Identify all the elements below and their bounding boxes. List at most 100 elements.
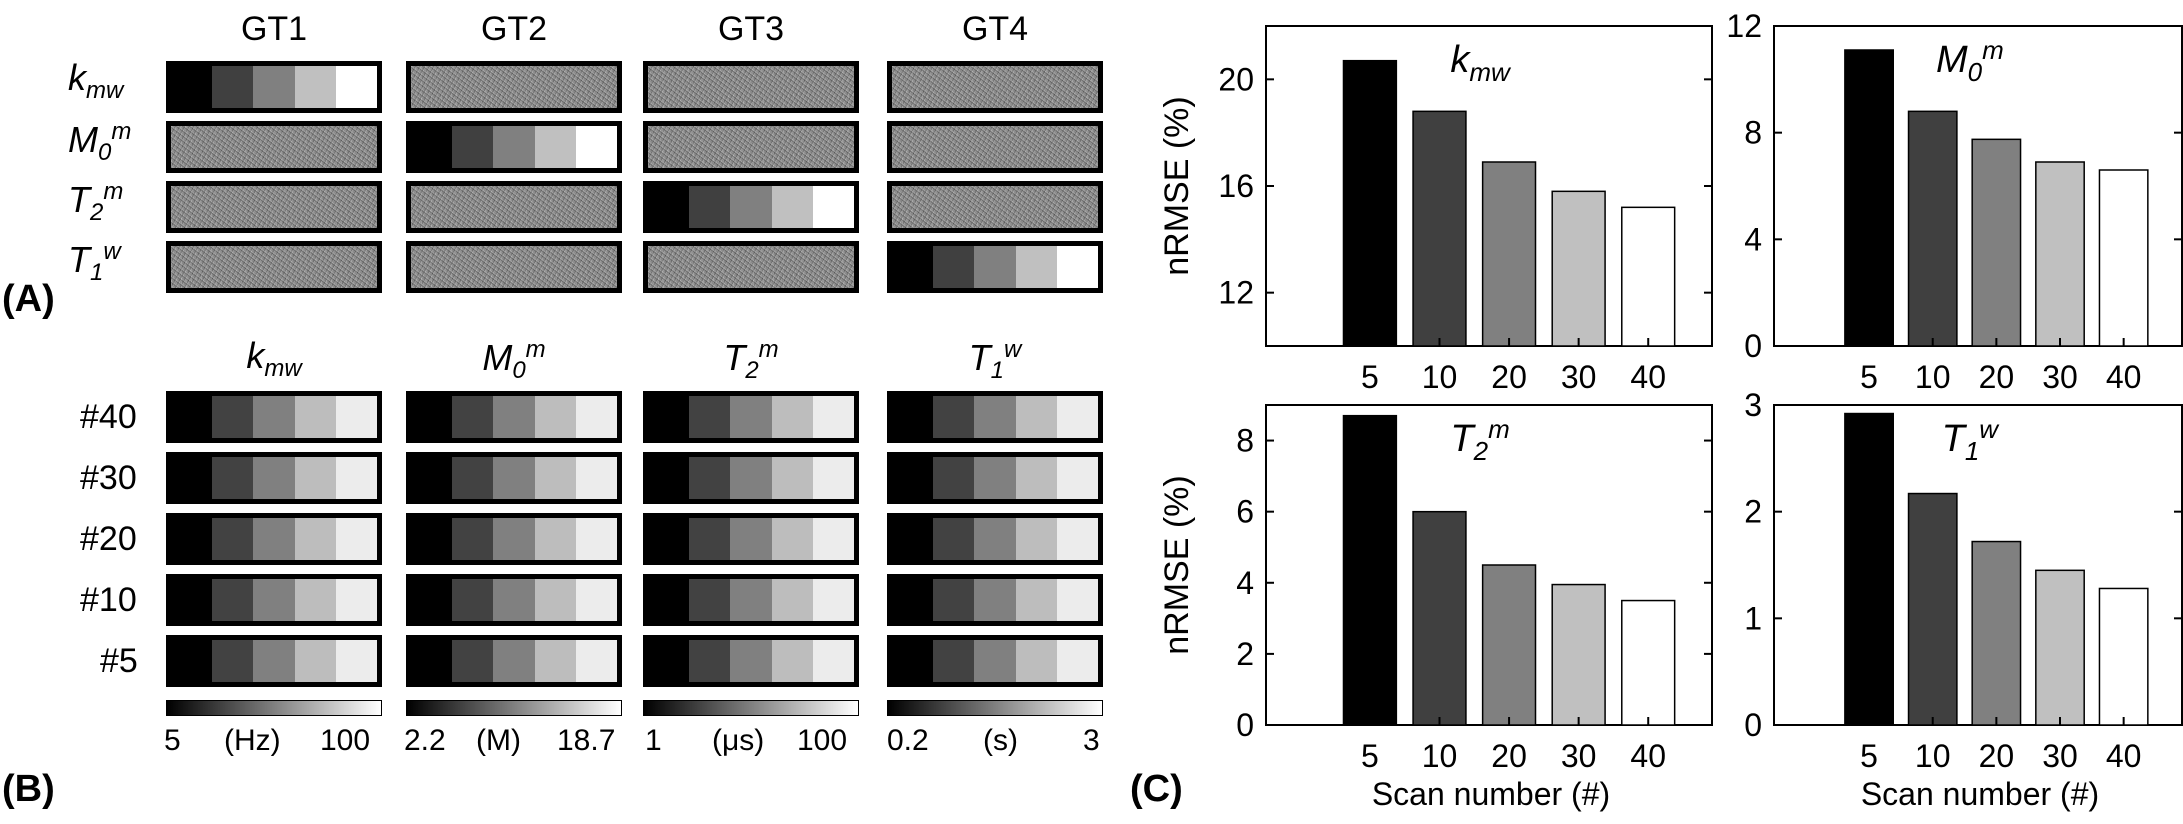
chart-1-xtick-label-20: 20 [1979, 359, 2015, 395]
estimated-map-r0-c1 [406, 391, 622, 443]
chart-2-bar-20 [1481, 564, 1537, 726]
chart-2-ytick-label-3: 6 [1236, 494, 1254, 530]
row-label-m0m: M0m [68, 118, 132, 167]
chart-3-ytick-label-3: 3 [1744, 387, 1762, 423]
chart-1-bar-40 [2098, 169, 2149, 347]
chart-0-bar-10 [1412, 110, 1467, 347]
gt1-header: GT1 [240, 10, 308, 48]
chart-2-ytick-label-1: 2 [1236, 636, 1254, 672]
colorbar-t1w [887, 700, 1103, 716]
chart-0-xtick-label-30: 30 [1561, 359, 1597, 395]
gt4-map-3 [887, 241, 1103, 293]
gt4-map-0 [887, 61, 1103, 113]
gt4-map-2 [887, 181, 1103, 233]
chart-2-xtick-label-30: 30 [1561, 738, 1597, 774]
chart-0-ytick-label-0: 12 [1218, 275, 1254, 311]
kmw-header: kmw [246, 335, 302, 383]
chart-3-ytick-label-1: 1 [1744, 600, 1762, 636]
m0m-header: M0m [482, 336, 546, 385]
chart-3-xtick-label-40: 40 [2106, 738, 2142, 774]
estimated-map-r0-c0 [166, 391, 382, 443]
chart-0-bar-40 [1621, 206, 1676, 347]
chart-3-title: T1w [1942, 414, 2001, 466]
chart-2-ytick-label-0: 0 [1236, 707, 1254, 743]
estimated-map-r1-c2 [643, 452, 859, 504]
chart-3-bar-5 [1844, 412, 1895, 726]
colorbar-kmw-max: 100 [320, 724, 371, 757]
t1w-header: T1w [968, 336, 1022, 385]
chart-1-bar-20 [1971, 138, 2022, 347]
chart-1-ytick-label-2: 8 [1744, 115, 1762, 151]
chart-1-xtick-label-10: 10 [1915, 359, 1951, 395]
chart-3-bar-40 [2098, 587, 2149, 726]
chart-1-bar-30 [2035, 161, 2085, 347]
row-label-t1w: T1w [68, 238, 121, 287]
chart-3-xtick-label-5: 5 [1860, 738, 1878, 774]
scan-label-30: #30 [80, 459, 137, 497]
chart-1-ytick-label-3: 12 [1726, 8, 1762, 44]
colorbar-kmw [166, 700, 382, 716]
estimated-map-r4-c0 [166, 635, 382, 687]
estimated-map-r3-c1 [406, 574, 622, 626]
estimated-map-r1-c1 [406, 452, 622, 504]
estimated-map-r2-c2 [643, 513, 859, 565]
estimated-map-r4-c3 [887, 635, 1103, 687]
chart-0-bar-20 [1481, 161, 1537, 347]
chart-0-ytick-label-1: 16 [1218, 168, 1254, 204]
colorbar-t2m-max: 100 [797, 724, 848, 757]
chart-2-xtick-label-10: 10 [1422, 738, 1458, 774]
colorbar-t1w-min: 0.2 [887, 724, 929, 757]
gt4-map-1 [887, 121, 1103, 173]
chart-3-ytick-label-2: 2 [1744, 494, 1762, 530]
chart-2-bar-40 [1621, 599, 1676, 726]
estimated-map-r0-c3 [887, 391, 1103, 443]
estimated-map-r4-c2 [643, 635, 859, 687]
chart-2-ytick-label-2: 4 [1236, 565, 1254, 601]
chart-1-xtick-label-40: 40 [2106, 359, 2142, 395]
chart-1-xtick-label-30: 30 [2042, 359, 2078, 395]
gt2-map-0 [406, 61, 622, 113]
gt3-map-3 [643, 241, 859, 293]
chart-0-xtick-label-20: 20 [1491, 359, 1527, 395]
estimated-map-r2-c3 [887, 513, 1103, 565]
chart-2-bar-10 [1412, 510, 1467, 726]
chart-3-xtick-label-10: 10 [1915, 738, 1951, 774]
chart-2-ylabel: nRMSE (%) [1158, 475, 1196, 654]
chart-0-xtick-label-10: 10 [1422, 359, 1458, 395]
chart-3-bar-20 [1971, 540, 2022, 726]
gt3-map-1 [643, 121, 859, 173]
gt1-map-3 [166, 241, 382, 293]
estimated-map-r1-c0 [166, 452, 382, 504]
colorbar-kmw-min: 5 [164, 724, 181, 757]
estimated-map-r3-c2 [643, 574, 859, 626]
chart-3-xlabel: Scan number (#) [1861, 776, 2099, 812]
chart-3-bar-30 [2035, 569, 2085, 726]
chart-1-title: M0m [1936, 35, 2004, 87]
gt3-map-2 [643, 181, 859, 233]
gt3-header: GT3 [717, 10, 785, 48]
chart-0-title: kmw [1450, 39, 1512, 87]
gt1-map-1 [166, 121, 382, 173]
colorbar-t1w-max: 3 [1083, 724, 1100, 757]
chart-2-bar-30 [1551, 583, 1606, 726]
chart-1-xtick-label-5: 5 [1860, 359, 1878, 395]
colorbar-t2m-min: 1 [645, 724, 662, 757]
chart-3-ytick-label-0: 0 [1744, 707, 1762, 743]
gt1-map-0 [166, 61, 382, 113]
chart-0-ylabel: nRMSE (%) [1158, 96, 1196, 275]
estimated-map-r2-c0 [166, 513, 382, 565]
chart-1-ytick-label-0: 0 [1744, 328, 1762, 364]
chart-2-xtick-label-40: 40 [1630, 738, 1666, 774]
colorbar-m0m-min: 2.2 [404, 724, 446, 757]
chart-1-bar-10 [1907, 110, 1958, 347]
colorbar-m0m [406, 700, 622, 716]
estimated-map-r3-c0 [166, 574, 382, 626]
gt2-map-2 [406, 181, 622, 233]
chart-1-ytick-label-1: 4 [1744, 221, 1762, 257]
panel-label-a: (A) [2, 278, 55, 320]
chart-0-xtick-label-40: 40 [1630, 359, 1666, 395]
scan-label-5: #5 [100, 642, 138, 680]
estimated-map-r0-c2 [643, 391, 859, 443]
chart-2-xlabel: Scan number (#) [1372, 776, 1610, 812]
